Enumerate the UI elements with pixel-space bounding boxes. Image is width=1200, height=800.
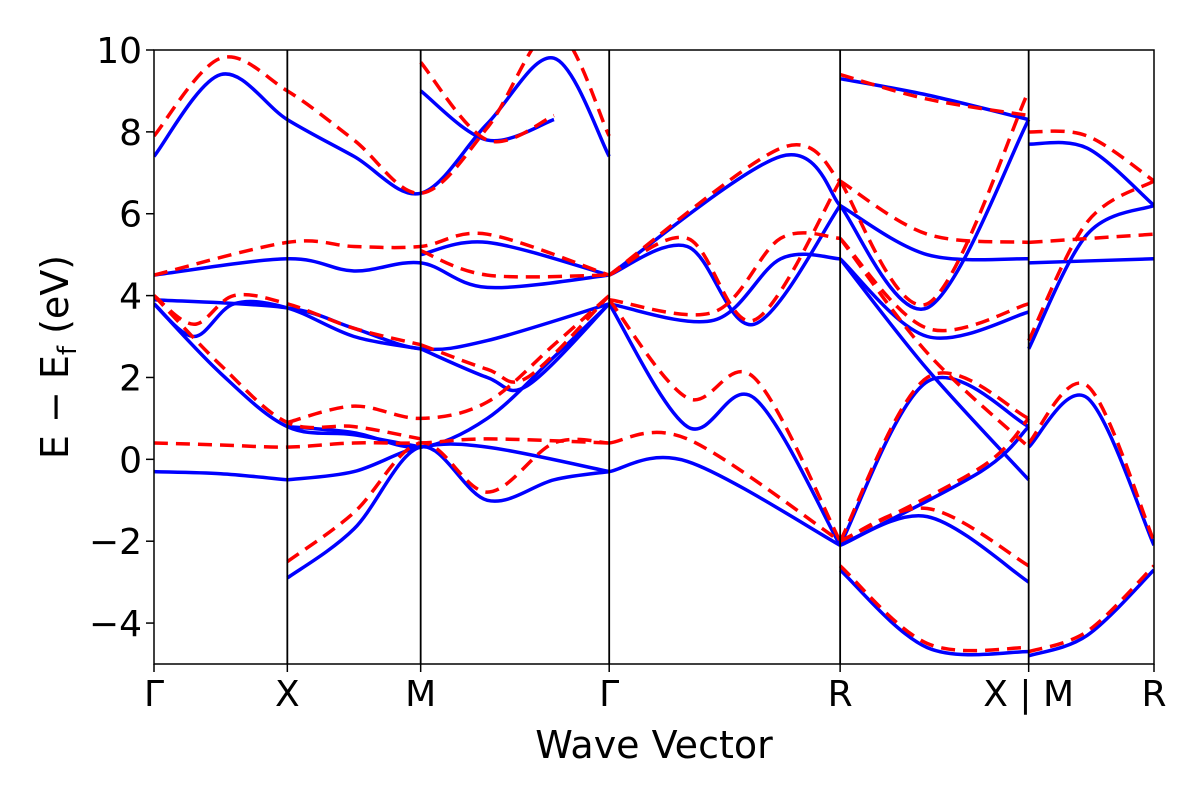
x-tick-label: X | M [983, 674, 1074, 715]
band-line-solid-30 [419, 89, 555, 143]
band-line-solid-11 [608, 252, 841, 324]
y-axis-label-main: E − E [33, 355, 77, 459]
band-line-solid-23 [838, 568, 1029, 657]
band-line-solid-1 [286, 445, 610, 580]
band-line-dashed-22 [1027, 381, 1154, 542]
band-line-dashed-27 [154, 50, 611, 196]
band-line-solid-16 [838, 375, 1030, 547]
x-tick-label: R [1141, 674, 1166, 715]
band-line-solid-8 [154, 257, 610, 290]
y-axis-label-subscript: f [53, 345, 83, 355]
y-tick-label: 0 [119, 440, 142, 481]
band-line-dashed-17 [838, 237, 1030, 333]
band-line-dashed-11 [608, 143, 842, 277]
band-line-dashed-3 [286, 294, 611, 425]
band-line-solid-26 [1028, 257, 1154, 265]
band-line-dashed-8 [607, 298, 842, 543]
band-line-solid-5 [420, 302, 611, 393]
band-line-dashed-9 [608, 231, 841, 317]
band-line-dashed-15 [839, 417, 1031, 543]
y-axis-ticks: −4 −2 0 2 4 6 8 10 [89, 31, 154, 645]
band-line-dashed-19 [838, 90, 1031, 307]
band-line-solid-29 [154, 56, 611, 196]
band-line-dashed-25 [1028, 129, 1154, 183]
band-line-solid-28 [1028, 568, 1154, 658]
band-lines [154, 50, 1154, 658]
band-line-dashed-4 [420, 294, 611, 384]
x-tick-label: R [828, 674, 853, 715]
band-line-solid-14 [608, 455, 841, 547]
band-line-solid-24 [1027, 393, 1154, 547]
band-line-dashed-21 [838, 564, 1029, 653]
high-symmetry-lines [286, 50, 1030, 664]
x-tick-label: M [405, 674, 436, 715]
y-tick-label: 4 [119, 277, 142, 318]
band-line-solid-7 [154, 297, 610, 352]
y-tick-label: 10 [96, 31, 142, 72]
y-tick-label: −4 [89, 604, 142, 645]
x-axis-label: Wave Vector [535, 723, 773, 767]
y-tick-label: −2 [89, 522, 142, 563]
band-line-solid-9 [420, 240, 610, 277]
band-line-solid-20 [839, 203, 1029, 262]
band-line-solid-10 [607, 302, 842, 547]
band-line-solid-25 [1027, 203, 1154, 350]
x-tick-label: Γ [599, 674, 619, 715]
band-line-dashed-26 [1028, 564, 1154, 654]
band-line-dashed-23 [1027, 179, 1154, 342]
y-axis-label: E − Ef (eV) [33, 255, 83, 459]
plot-frame [153, 49, 1155, 665]
y-tick-label: 8 [119, 113, 142, 154]
band-line-dashed-18 [839, 179, 1029, 245]
x-tick-label: Γ [144, 674, 164, 715]
band-line-solid-19 [838, 257, 1030, 340]
y-tick-label: 2 [119, 358, 142, 399]
band-line-dashed-0 [154, 437, 610, 449]
band-line-dashed-7 [420, 248, 610, 279]
band-line-dashed-5 [154, 292, 422, 347]
band-line-solid-4 [287, 302, 611, 450]
band-line-dashed-16 [838, 237, 1030, 449]
band-line-dashed-24 [1028, 232, 1154, 245]
x-tick-label: X [275, 674, 300, 715]
x-axis-ticks: Γ X M Γ R X | M R [144, 664, 1167, 715]
series-solid [154, 56, 1154, 658]
band-line-dashed-12 [608, 430, 842, 543]
band-line-dashed-20 [839, 72, 1029, 118]
series-dashed [154, 50, 1154, 654]
band-line-dashed-28 [419, 61, 555, 144]
band-line-solid-21 [838, 118, 1031, 311]
band-line-dashed-10 [608, 180, 842, 323]
band-line-dashed-1 [286, 437, 610, 564]
band-line-solid-18 [838, 257, 1030, 481]
y-axis-label-unit: (eV) [33, 255, 77, 346]
band-line-solid-27 [1028, 140, 1154, 207]
band-line-solid-0 [154, 469, 288, 482]
band-line-dashed-14 [838, 371, 1030, 543]
y-tick-label: 6 [119, 195, 142, 236]
